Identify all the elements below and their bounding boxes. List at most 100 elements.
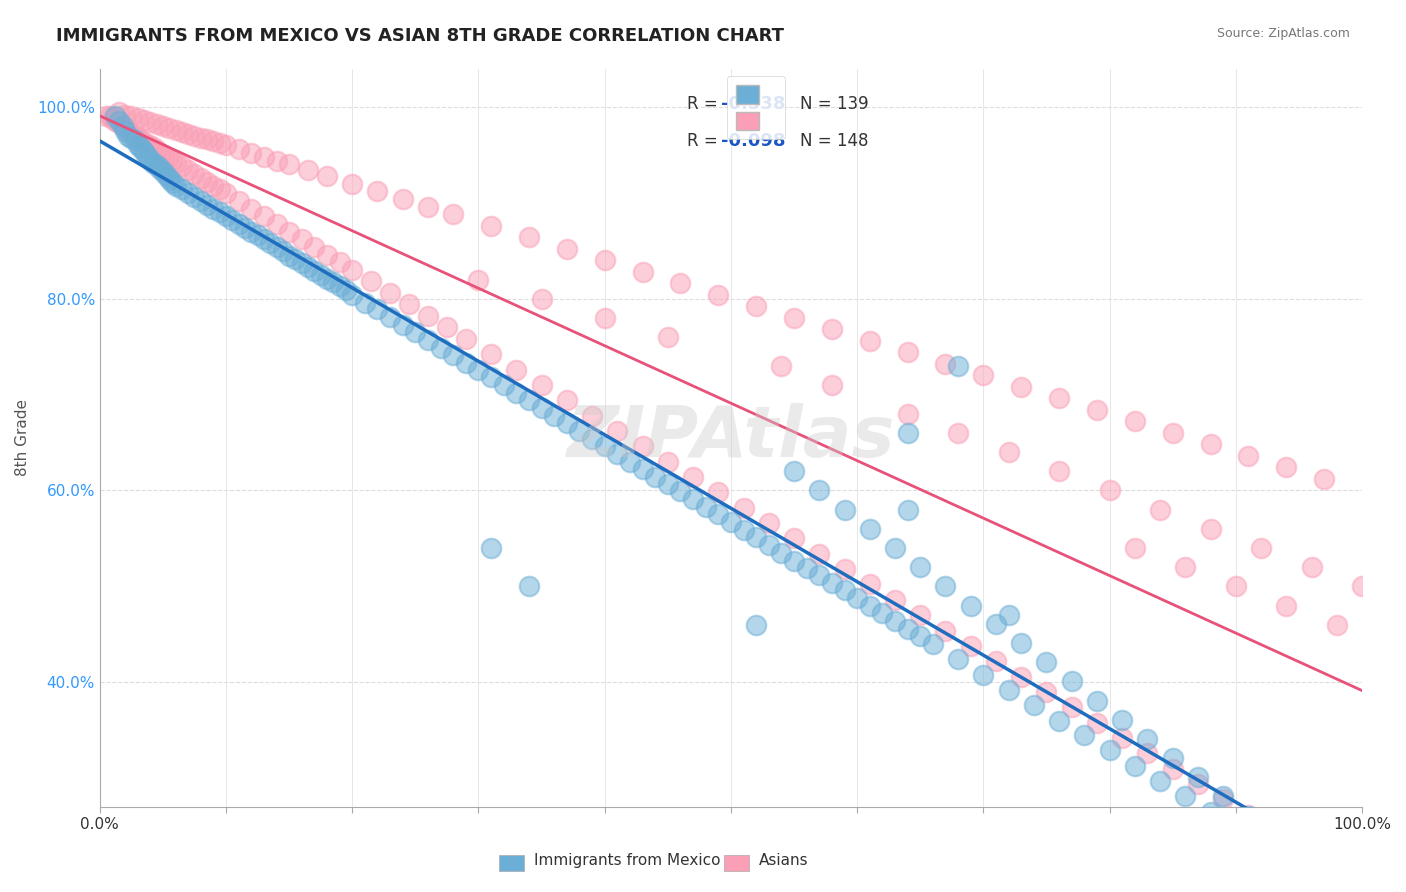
Point	[104, 114, 127, 128]
Point	[897, 622, 920, 636]
Point	[228, 142, 250, 156]
Point	[177, 127, 200, 141]
Point	[1313, 854, 1336, 868]
Point	[1275, 851, 1298, 865]
Point	[910, 629, 932, 643]
Point	[834, 583, 856, 598]
Point	[142, 155, 165, 169]
Point	[342, 177, 364, 191]
Point	[984, 654, 1007, 668]
Point	[304, 240, 326, 254]
Point	[114, 107, 136, 121]
Point	[366, 184, 388, 198]
Point	[707, 485, 730, 500]
Point	[669, 277, 692, 291]
Point	[240, 145, 263, 160]
Point	[530, 292, 553, 306]
Point	[707, 508, 730, 522]
Point	[1237, 808, 1260, 822]
Point	[104, 110, 127, 124]
Text: -0.538: -0.538	[721, 95, 786, 113]
Point	[745, 617, 768, 632]
Point	[157, 120, 180, 135]
Point	[972, 667, 994, 681]
Point	[1301, 560, 1323, 574]
Point	[297, 163, 319, 178]
Point	[1263, 822, 1285, 837]
Point	[644, 470, 666, 484]
Point	[1149, 502, 1171, 516]
Point	[111, 119, 134, 133]
Point	[98, 110, 121, 124]
Point	[770, 359, 793, 373]
Point	[1098, 483, 1121, 498]
Point	[246, 228, 269, 243]
Point	[1123, 414, 1146, 428]
Point	[360, 275, 382, 289]
Point	[808, 568, 831, 582]
Point	[530, 378, 553, 392]
Point	[271, 244, 294, 258]
Point	[1161, 425, 1184, 440]
Point	[404, 325, 426, 339]
Point	[682, 492, 704, 507]
Point	[132, 113, 155, 128]
Point	[208, 182, 231, 196]
Point	[884, 592, 907, 607]
Point	[291, 256, 314, 270]
Point	[1111, 731, 1133, 745]
Point	[593, 253, 616, 268]
Point	[316, 247, 339, 261]
Point	[391, 318, 413, 332]
Point	[1288, 847, 1310, 861]
Point	[581, 432, 603, 446]
Point	[859, 522, 882, 536]
Point	[1339, 869, 1361, 883]
Point	[859, 334, 882, 348]
Point	[134, 136, 156, 151]
Point	[720, 515, 742, 529]
Point	[195, 132, 218, 146]
Point	[984, 616, 1007, 631]
Point	[155, 167, 177, 181]
Point	[581, 409, 603, 423]
Point	[228, 194, 250, 208]
Point	[745, 299, 768, 313]
Point	[910, 560, 932, 574]
Point	[101, 112, 124, 126]
Point	[695, 500, 717, 514]
Point	[149, 145, 172, 160]
Point	[783, 464, 806, 478]
Point	[127, 130, 149, 145]
Point	[215, 138, 238, 153]
Point	[1288, 838, 1310, 853]
Point	[808, 483, 831, 498]
Point	[821, 575, 844, 590]
Point	[783, 553, 806, 567]
Point	[156, 169, 179, 184]
Point	[145, 117, 167, 131]
Point	[897, 425, 920, 440]
Point	[304, 264, 326, 278]
Point	[139, 115, 162, 129]
Point	[517, 230, 540, 244]
Point	[127, 138, 149, 153]
Point	[946, 359, 969, 373]
Point	[190, 170, 212, 185]
Point	[149, 162, 172, 177]
Point	[1022, 698, 1045, 713]
Point	[253, 150, 276, 164]
Point	[1225, 820, 1247, 834]
Point	[606, 424, 628, 438]
Point	[1136, 746, 1159, 760]
Point	[1326, 881, 1348, 892]
Point	[1085, 403, 1108, 417]
Point	[467, 362, 489, 376]
Point	[441, 348, 464, 362]
Point	[391, 192, 413, 206]
Point	[132, 143, 155, 157]
Point	[1326, 617, 1348, 632]
Point	[1313, 472, 1336, 486]
Point	[129, 140, 152, 154]
Point	[202, 202, 225, 216]
